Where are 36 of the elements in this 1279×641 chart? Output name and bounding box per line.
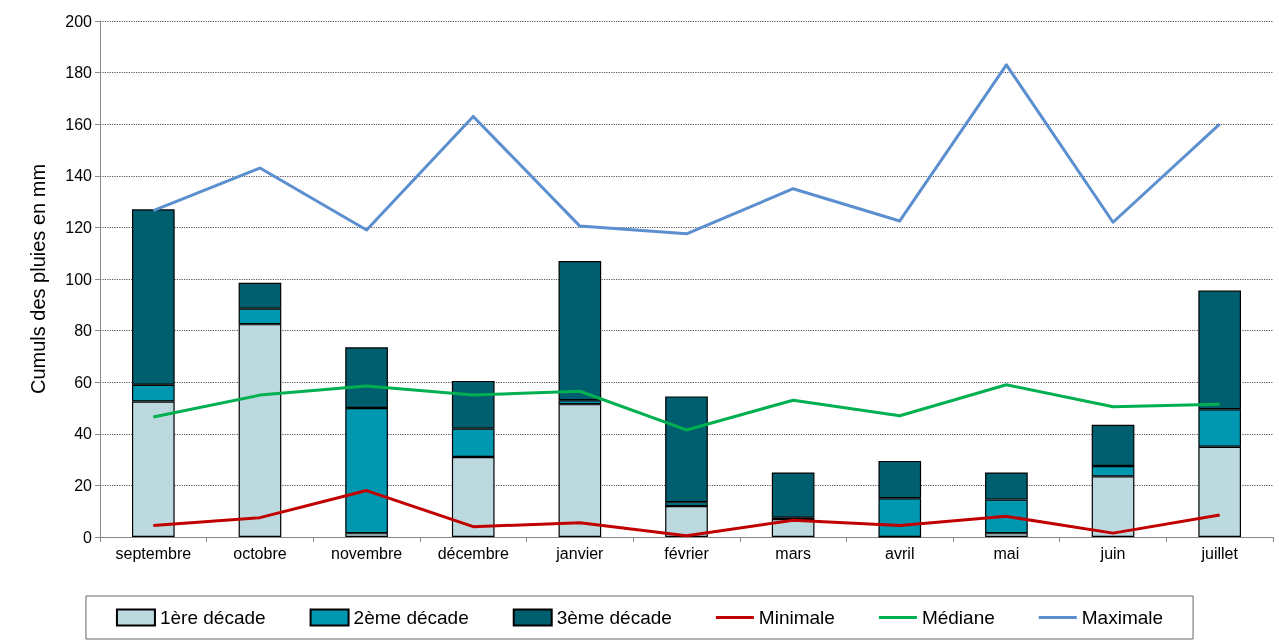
line-series [151, 383, 1222, 432]
x-tick-label: février [664, 544, 710, 562]
x-tick-label: novembre [331, 544, 403, 562]
line-series [151, 489, 1222, 538]
legend-label: Médiane [921, 607, 995, 628]
legend-label: 1ère décade [159, 607, 266, 628]
x-tick-label: septembre [115, 544, 192, 562]
bar [665, 506, 708, 537]
bar [558, 260, 602, 401]
x-tick-label: décembre [437, 544, 509, 562]
bar [665, 396, 708, 503]
y-tick-label: 20 [74, 476, 93, 494]
y-tick-label: 0 [83, 528, 93, 546]
y-tick-label: 100 [65, 270, 93, 288]
x-tick-label: juin [1099, 544, 1126, 562]
y-tick-label: 160 [65, 115, 93, 133]
x-tick-label: juillet [1200, 544, 1239, 562]
y-tick-label: 60 [74, 373, 93, 391]
line-series [151, 63, 1222, 236]
y-tick-label: 120 [65, 218, 93, 236]
y-tick-label: 200 [65, 12, 93, 30]
bar [558, 404, 602, 537]
legend-label: Minimale [758, 607, 835, 628]
x-tick-label: janvier [555, 544, 605, 562]
legend-label: Maximale [1081, 607, 1164, 628]
y-tick-label: 140 [65, 167, 93, 185]
x-tick-label: octobre [233, 544, 287, 562]
x-tick-label: mars [775, 544, 811, 562]
legend-label: 3ème décade [556, 607, 672, 628]
legend-label: 2ème décade [353, 607, 469, 628]
x-tick-label: mai [993, 544, 1020, 562]
y-tick-label: 180 [65, 64, 93, 82]
y-tick-label: 80 [74, 322, 93, 340]
x-tick-label: avril [885, 544, 915, 562]
y-tick-label: 40 [74, 425, 93, 443]
y-axis-title: Cumuls des pluies en mm [27, 163, 49, 395]
